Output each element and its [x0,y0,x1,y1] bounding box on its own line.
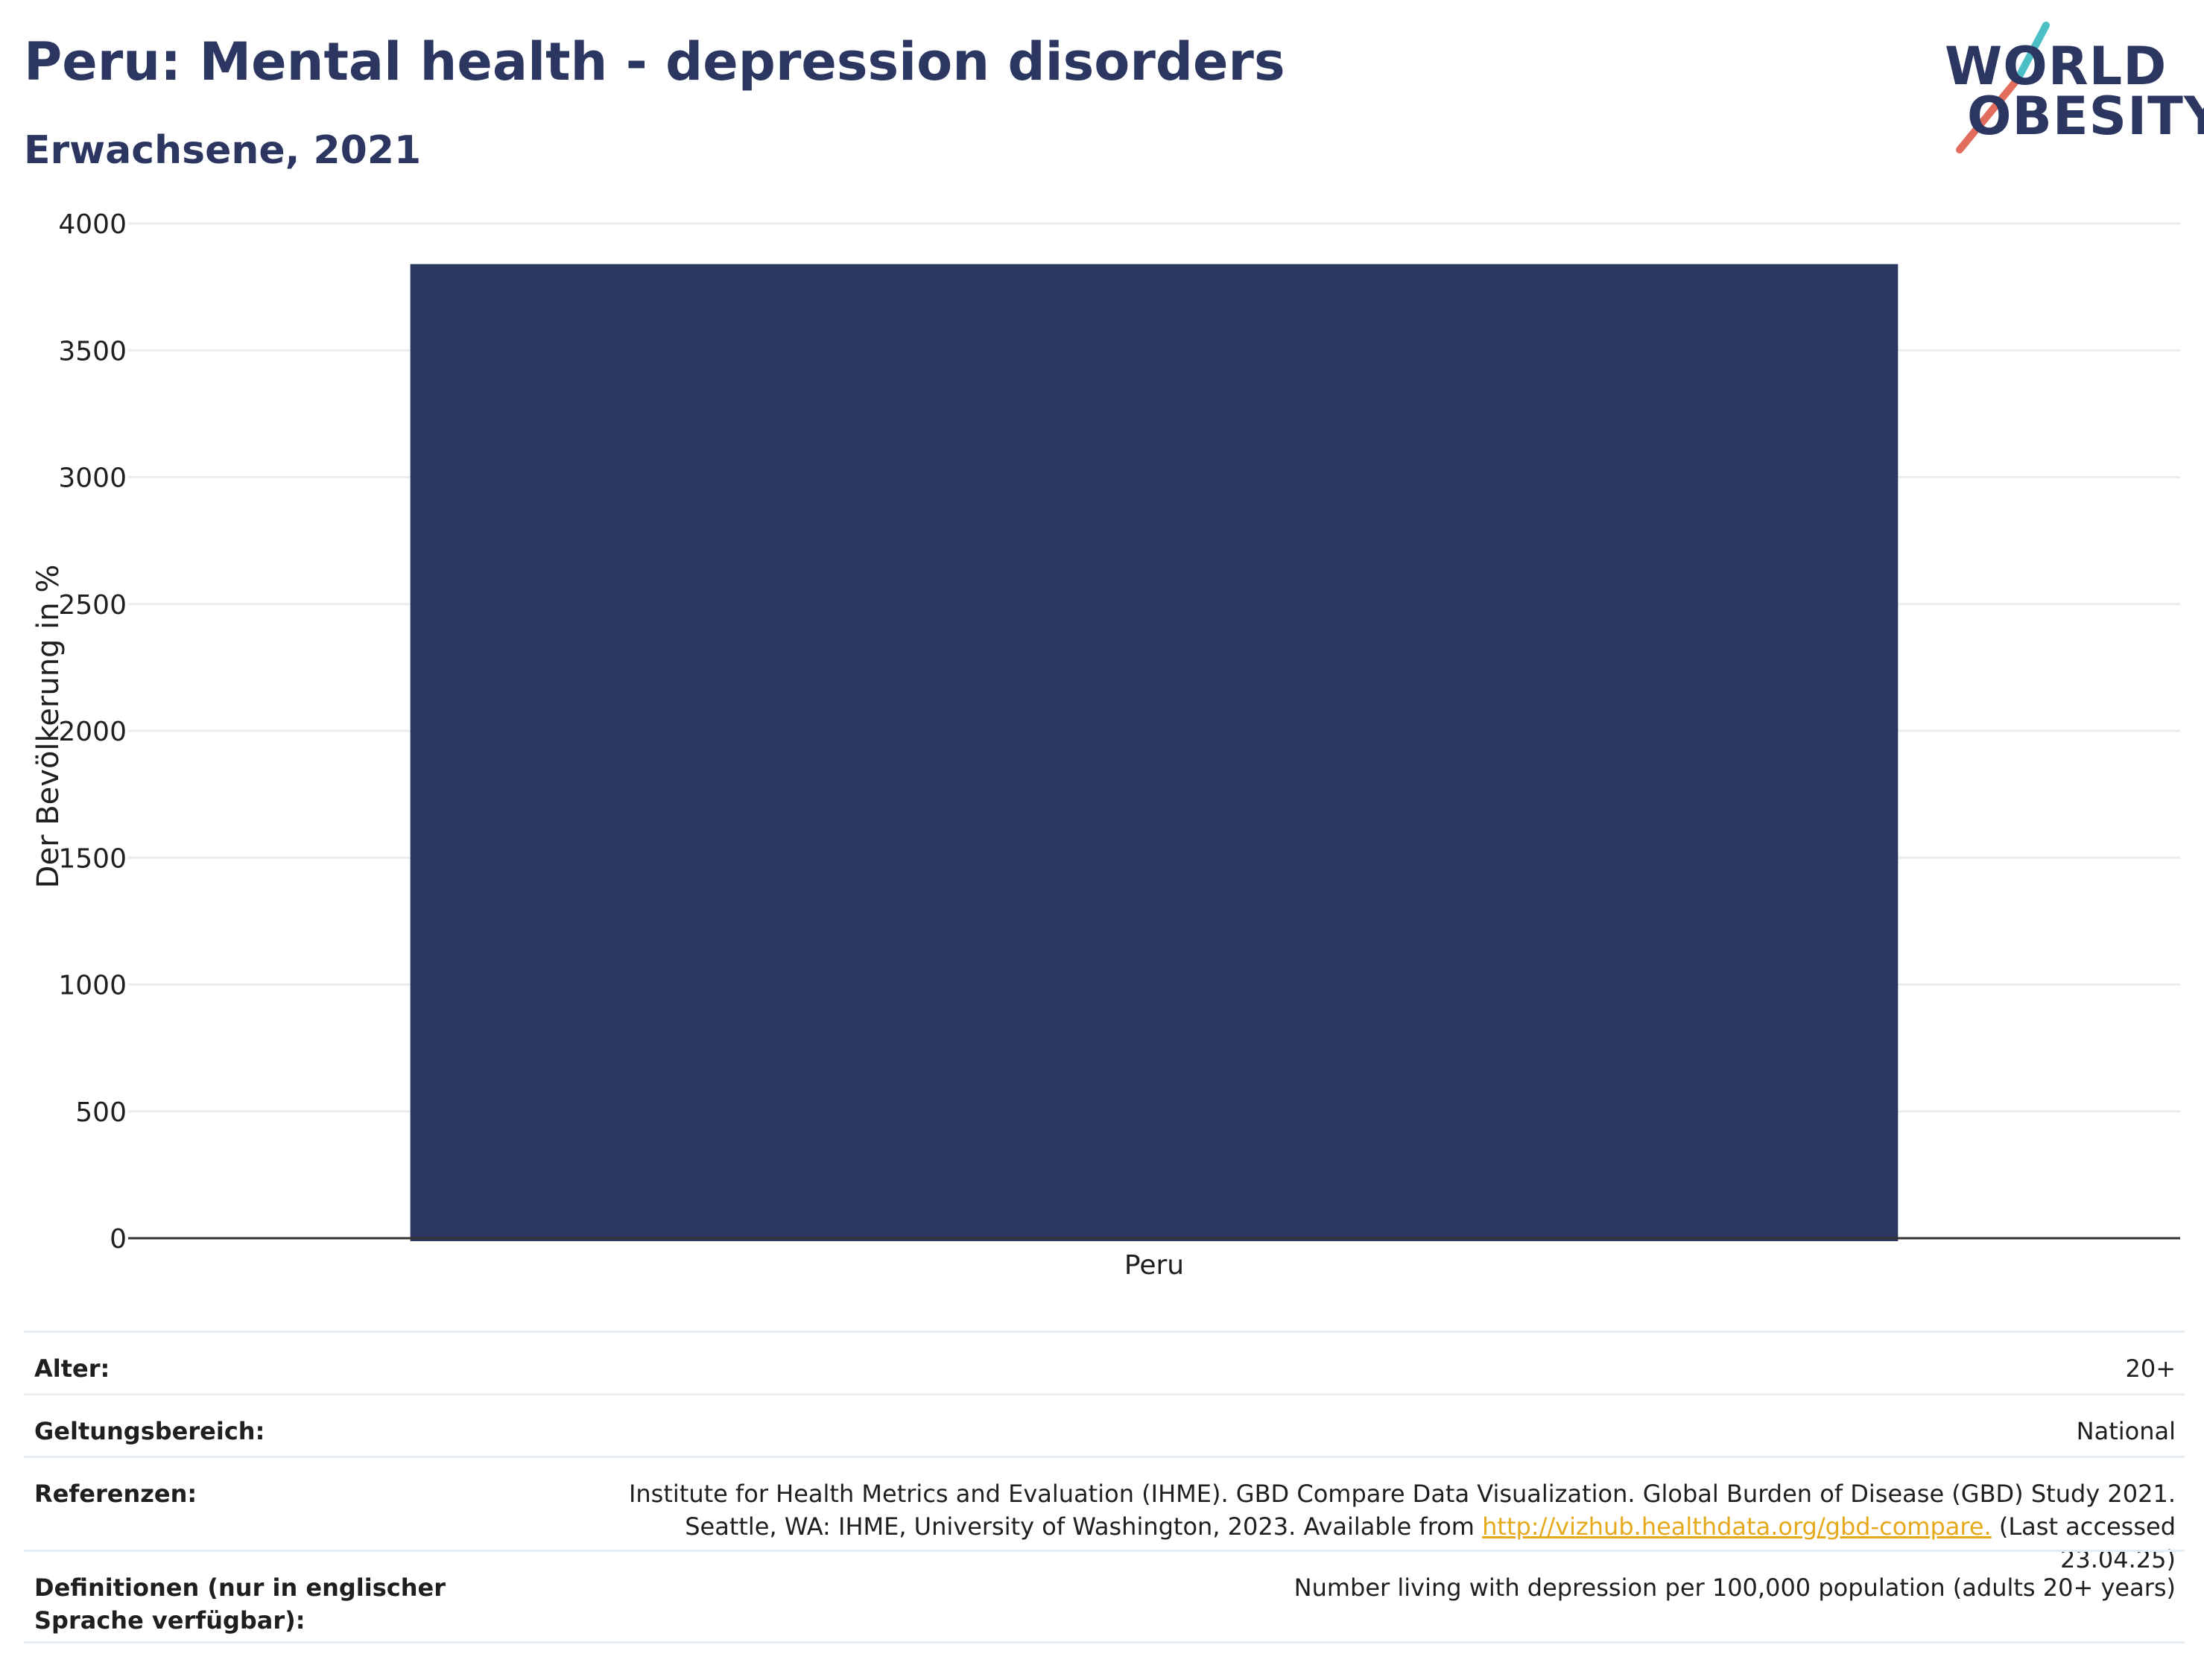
world-obesity-logo: WORLD OBESITY [1945,19,2204,161]
y-axis-title: Der Bevölkerung in % [31,565,66,889]
y-tick-label: 1000 [58,971,127,1001]
meta-row-referenzen: Referenzen: Institute for Health Metrics… [24,1456,2185,1573]
metadata-table: Alter: 20+ Geltungsbereich: National Ref… [24,1331,2185,1643]
y-tick-label: 1500 [58,843,127,874]
y-tick-label: 0 [110,1224,127,1255]
chart-title: Peru: Mental health - depression disorde… [24,31,1285,92]
chart-subtitle: Erwachsene, 2021 [24,128,422,173]
logo-line-world: WORLD [1945,36,2167,97]
meta-row-definitionen: Definitionen (nur in englischer Sprache … [24,1550,2185,1643]
bar-peru [410,264,1899,1242]
y-tick-label: 3000 [58,463,127,494]
y-tick-label: 2500 [58,590,127,621]
logo-line-obesity: OBESITY [1967,86,2204,147]
meta-value: National [2076,1417,2176,1445]
reference-line-1: Institute for Health Metrics and Evaluat… [628,1480,2176,1508]
y-tick-label: 4000 [58,209,127,240]
y-tick-label: 2000 [58,717,127,747]
meta-value: Number living with depression per 100,00… [1293,1573,2176,1602]
reference-line-2: Seattle, WA: IHME, University of Washing… [611,1510,2176,1576]
reference-text: Seattle, WA: IHME, University of Washing… [685,1512,1483,1541]
bar-chart: 0 500 1000 1500 2000 2500 3000 3500 4000 Peru De… [31,209,2180,1281]
meta-row-alter: Alter: 20+ [24,1331,2185,1393]
meta-row-geltungsbereich: Geltungsbereich: National [24,1393,2185,1456]
y-tick-label: 3500 [58,336,127,367]
y-axis-ticks: 0 500 1000 1500 2000 2500 3000 3500 4000 [58,209,127,1255]
x-axis-ticks: Peru [1124,1250,1184,1281]
y-tick-label: 500 [75,1097,127,1128]
meta-value: 20+ [2125,1354,2176,1383]
meta-label: Referenzen: [34,1480,197,1508]
meta-label: Definitionen (nur in englischer Sprache … [34,1573,446,1635]
logo-slash-icon [1956,22,2050,153]
reference-link[interactable]: http://vizhub.healthdata.org/gbd-compare… [1482,1512,1992,1541]
x-tick-label: Peru [1124,1250,1184,1281]
meta-label: Alter: [34,1354,110,1383]
bars [410,264,1899,1242]
meta-value-references: Institute for Health Metrics and Evaluat… [611,1477,2176,1576]
meta-label: Geltungsbereich: [34,1417,265,1445]
